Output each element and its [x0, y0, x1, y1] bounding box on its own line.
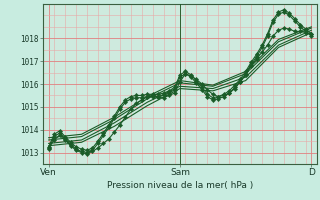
X-axis label: Pression niveau de la mer( hPa ): Pression niveau de la mer( hPa ): [107, 181, 253, 190]
